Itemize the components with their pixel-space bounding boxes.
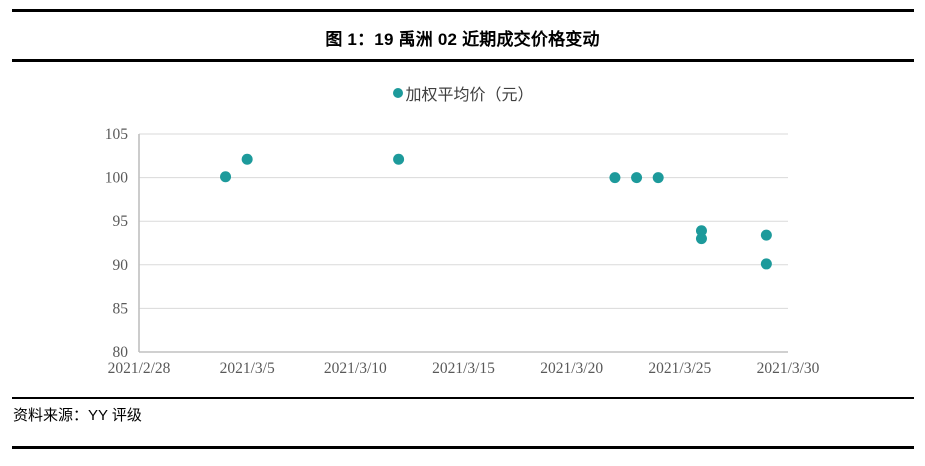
data-point [695, 233, 707, 245]
x-tick-label: 2021/3/15 [432, 360, 495, 377]
x-tick-label: 2021/3/10 [324, 360, 387, 377]
y-tick-label: 80 [113, 344, 129, 361]
source-note: 资料来源：YY 评级 [13, 407, 142, 424]
data-point [631, 172, 643, 184]
data-point [760, 258, 772, 270]
x-tick-label: 2021/3/20 [540, 360, 603, 377]
data-point [220, 171, 232, 183]
y-tick-label: 90 [113, 257, 129, 274]
top-divider [12, 9, 914, 12]
title-divider [12, 59, 914, 62]
y-tick-label: 95 [113, 213, 129, 230]
data-point [609, 172, 621, 184]
x-tick-label: 2021/2/28 [108, 360, 171, 377]
chart-legend: 加权平均价（元） [139, 83, 788, 104]
legend-label: 加权平均价（元） [405, 87, 534, 104]
footer-divider [12, 397, 914, 399]
x-tick-label: 2021/3/30 [757, 360, 820, 377]
data-point [652, 172, 664, 184]
figure-title: 图 1：19 禹洲 02 近期成交价格变动 [325, 30, 600, 49]
data-point [760, 229, 772, 241]
data-point [393, 153, 405, 165]
data-point [241, 153, 253, 165]
y-tick-label: 105 [105, 126, 129, 143]
data-point [695, 225, 707, 237]
bottom-divider [12, 446, 914, 449]
y-tick-label: 85 [113, 300, 129, 317]
legend-marker-icon [393, 88, 404, 98]
x-tick-label: 2021/3/5 [220, 360, 275, 377]
y-tick-label: 100 [105, 170, 129, 187]
x-tick-label: 2021/3/25 [648, 360, 711, 377]
